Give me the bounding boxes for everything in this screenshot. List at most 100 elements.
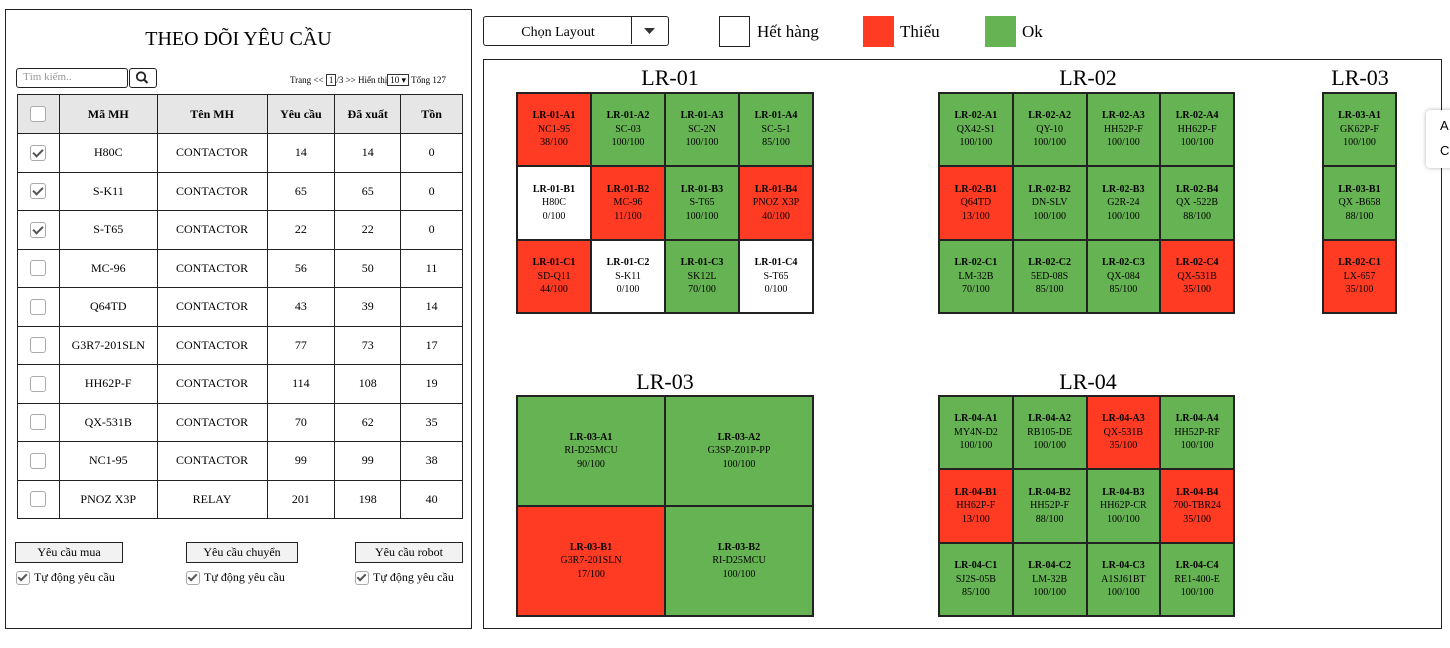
rack-slot[interactable]: LR-02-C4 QX-531B 35/100 [1160,239,1234,313]
buy-request-button[interactable]: Yêu cầu mua [15,542,123,563]
table-row[interactable]: PNOZ X3P RELAY 201 198 40 [17,479,463,519]
rack-slot[interactable]: LR-01-C3 SK12L 70/100 [665,239,739,313]
rack-slot[interactable]: LR-01-B4 PNOZ X3P 40/100 [739,166,813,240]
column-header[interactable]: Yêu cầu [266,94,336,134]
rack-slot[interactable]: LR-03-B1 G3R7-201SLN 17/100 [517,506,665,616]
auto-request-checkbox[interactable] [16,571,30,586]
search-button[interactable] [129,68,157,88]
table-row[interactable]: MC-96 CONTACTOR 56 50 11 [17,248,463,288]
auto-request-robot[interactable]: Tự động yêu cầu [355,570,454,586]
rack-slot[interactable]: LR-04-B3 HH62P-CR 100/100 [1086,469,1161,543]
table-row[interactable]: H80C CONTACTOR 14 14 0 [17,133,463,173]
auto-request-checkbox[interactable] [355,571,369,586]
column-header[interactable]: Tồn [400,94,463,134]
issued-cell: 73 [334,325,402,365]
rack-slot[interactable]: LR-01-C2 S-K11 0/100 [591,239,665,313]
rack-slot[interactable]: LR-01-C1 SD-Q11 44/100 [517,239,591,313]
rack-slot[interactable]: LR-04-A4 HH52P-RF 100/100 [1160,396,1234,470]
rack-slot[interactable]: LR-04-C4 RE1-400-E 100/100 [1160,542,1234,616]
auto-request-transfer[interactable]: Tự động yêu cầu [186,570,285,586]
row-checkbox[interactable] [30,491,47,508]
row-checkbox[interactable] [30,183,47,200]
rack-slot[interactable]: LR-02-C3 QX-084 85/100 [1086,239,1161,313]
rack-slot[interactable]: LR-04-A1 MY4N-D2 100/100 [939,396,1013,470]
row-checkbox[interactable] [30,337,47,354]
row-checkbox[interactable] [30,298,47,315]
transfer-request-button[interactable]: Yêu cầu chuyển [186,542,298,563]
column-header[interactable]: Đã xuất [334,94,402,134]
rack-slot[interactable]: LR-01-B1 H80C 0/100 [517,166,591,240]
row-checkbox[interactable] [30,221,47,238]
rack-slot[interactable]: LR-02-C1 LM-32B 70/100 [939,239,1013,313]
layout-dropdown[interactable]: Chọn Layout [483,16,669,46]
rack-slot[interactable]: LR-01-A2 SC-03 100/100 [591,93,665,167]
row-checkbox[interactable] [30,414,47,431]
rack-slot[interactable]: LR-01-A3 SC-2N 100/100 [665,93,739,167]
rack-slot[interactable]: LR-03-A1 GK62P-F 100/100 [1323,93,1396,167]
layout-dropdown-toggle[interactable] [631,17,668,44]
requested-cell: 77 [266,325,336,365]
rack-slot[interactable]: LR-02-B1 Q64TD 13/100 [939,166,1013,240]
rack-slot[interactable]: LR-01-B3 S-T65 100/100 [665,166,739,240]
slot-id: LR-01-A1 [532,110,576,122]
pager-prev-button[interactable]: << [313,75,324,85]
rack-slot[interactable]: LR-02-A4 HH62P-F 100/100 [1160,93,1234,167]
rack-slot[interactable]: LR-03-B2 RI-D25MCU 100/100 [665,506,813,616]
robot-request-button[interactable]: Yêu cầu robot [355,542,463,563]
issued-cell: 22 [334,210,402,250]
table-row[interactable]: QX-531B CONTACTOR 70 62 35 [17,402,463,442]
row-checkbox[interactable] [30,452,47,469]
rack-slot[interactable]: LR-04-A3 QX-531B 35/100 [1086,396,1161,470]
slot-id: LR-04-A3 [1101,413,1145,425]
auto-request-buy[interactable]: Tự động yêu cầu [16,570,115,586]
table-row[interactable]: S-K11 CONTACTOR 65 65 0 [17,171,463,211]
table-row[interactable]: HH62P-F CONTACTOR 114 108 19 [17,364,463,404]
rack-slot[interactable]: LR-04-C3 A1SJ61BT 100/100 [1086,542,1161,616]
rack-slot[interactable]: LR-01-C4 S-T65 0/100 [739,239,813,313]
rack-slot[interactable]: LR-02-A1 QX42-S1 100/100 [939,93,1013,167]
slot-item: RE1-400-E [1174,573,1220,585]
select-all-checkbox[interactable] [30,106,47,123]
rack-slot[interactable]: LR-01-B2 MC-96 11/100 [591,166,665,240]
table-row[interactable]: S-T65 CONTACTOR 22 22 0 [17,210,463,250]
rack-slot[interactable]: LR-04-B2 HH52P-F 88/100 [1012,469,1087,543]
auto-request-checkbox[interactable] [186,571,200,586]
pager-page-input[interactable]: 1 [325,74,337,86]
side-popup[interactable]: A C [1426,110,1450,168]
pager-next-button[interactable]: >> [345,75,356,85]
search-input[interactable]: Tìm kiếm.. [16,68,128,88]
rack-slot[interactable]: LR-01-A1 NC1-95 38/100 [517,93,591,167]
row-checkbox[interactable] [30,375,47,392]
rack-title: LR-04 [1059,369,1117,394]
slot-item: HH52P-F [1030,500,1070,512]
slot-id: LR-02-B1 [954,183,997,195]
rack-slot[interactable]: LR-01-A4 SC-5-1 85/100 [739,93,813,167]
rack-slot[interactable]: LR-02-C1 LX-657 35/100 [1323,239,1396,313]
table-row[interactable]: NC1-95 CONTACTOR 99 99 38 [17,441,463,481]
slot-quantity: 100/100 [1106,587,1140,599]
rack-slot[interactable]: LR-03-A2 G3SP-Z01P-PP 100/100 [665,396,813,506]
rack-slot[interactable]: LR-02-B4 QX -522B 88/100 [1160,166,1234,240]
rack-slot[interactable]: LR-02-B2 DN-SLV 100/100 [1012,166,1087,240]
table-row[interactable]: G3R7-201SLN CONTACTOR 77 73 17 [17,325,463,365]
page-size-select[interactable]: 10 ▾ [387,74,410,86]
rack-slot[interactable]: LR-02-A3 HH52P-F 100/100 [1086,93,1161,167]
column-header[interactable]: Mã MH [58,94,158,134]
rack-slot[interactable]: LR-02-C2 5ED-08S 85/100 [1012,239,1087,313]
rack-slot[interactable]: LR-04-C1 SJ2S-05B 85/100 [939,542,1013,616]
rack-slot[interactable]: LR-04-B4 700-TBR24 35/100 [1160,469,1234,543]
rack-slot[interactable]: LR-02-B3 G2R-24 100/100 [1086,166,1161,240]
row-checkbox[interactable] [30,144,47,161]
column-header[interactable]: Tên MH [156,94,268,134]
slot-id: LR-01-B1 [532,183,576,195]
row-select-cell [17,287,60,327]
rack-slot[interactable]: LR-03-A1 RI-D25MCU 90/100 [517,396,665,506]
slot-id: LR-04-B1 [954,486,997,498]
table-row[interactable]: Q64TD CONTACTOR 43 39 14 [17,287,463,327]
rack-slot[interactable]: LR-02-A2 QY-10 100/100 [1012,93,1087,167]
row-checkbox[interactable] [30,260,47,277]
rack-slot[interactable]: LR-04-A2 RB105-DE 100/100 [1012,396,1087,470]
rack-slot[interactable]: LR-04-C2 LM-32B 100/100 [1012,542,1087,616]
rack-slot[interactable]: LR-04-B1 HH62P-F 13/100 [939,469,1013,543]
rack-slot[interactable]: LR-03-B1 QX -B658 88/100 [1323,166,1396,240]
